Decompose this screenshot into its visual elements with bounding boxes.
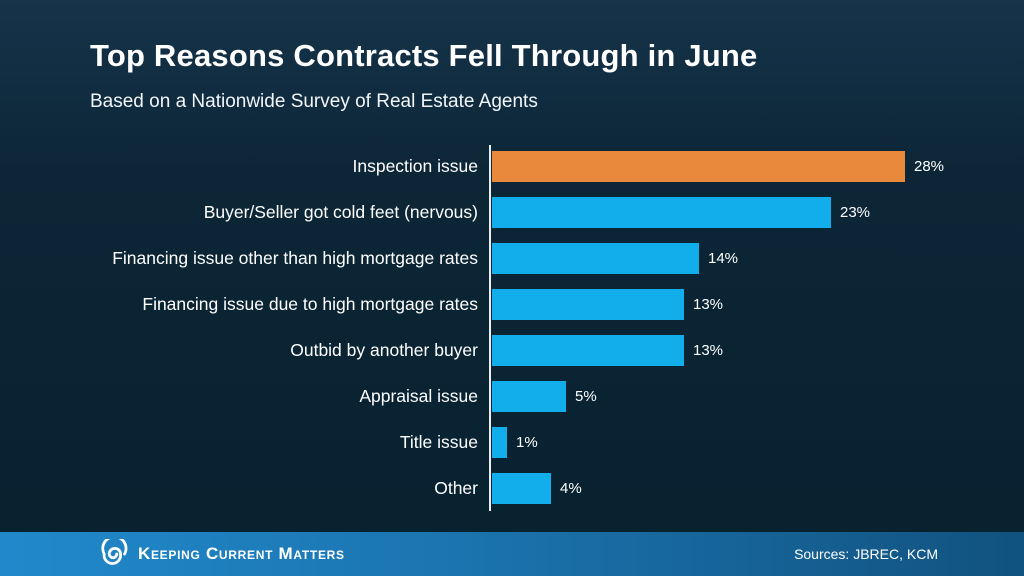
- bar: [492, 427, 507, 458]
- kcm-swirl-icon: [101, 539, 128, 565]
- category-label: Outbid by another buyer: [290, 340, 478, 360]
- chart-row: Financing issue other than high mortgage…: [0, 243, 1024, 274]
- value-label: 5%: [575, 388, 597, 405]
- category-label: Financing issue due to high mortgage rat…: [142, 294, 478, 314]
- category-label: Inspection issue: [352, 156, 479, 176]
- category-label: Other: [434, 478, 478, 498]
- page-title: Top Reasons Contracts Fell Through in Ju…: [90, 38, 758, 73]
- bar: [492, 243, 699, 274]
- category-label: Title issue: [399, 432, 478, 452]
- value-label: 23%: [840, 204, 871, 221]
- category-label: Financing issue other than high mortgage…: [112, 248, 478, 268]
- page-subtitle: Based on a Nationwide Survey of Real Est…: [90, 91, 538, 112]
- brand: Keeping Current Matters: [98, 539, 345, 569]
- value-label: 4%: [560, 480, 582, 497]
- bar: [492, 289, 684, 320]
- value-label: 1%: [516, 434, 538, 451]
- bar: [492, 473, 551, 504]
- bar: [492, 151, 905, 182]
- bar: [492, 197, 831, 228]
- category-label: Buyer/Seller got cold feet (nervous): [203, 202, 478, 222]
- chart-row: Inspection issue 28%: [0, 151, 1024, 182]
- y-axis-line: [489, 145, 491, 511]
- value-label: 14%: [708, 250, 739, 267]
- category-label: Appraisal issue: [359, 386, 478, 406]
- chart-row: Financing issue due to high mortgage rat…: [0, 289, 1024, 320]
- value-label: 28%: [914, 158, 945, 175]
- value-label: 13%: [693, 296, 724, 313]
- sources-text: Sources: JBREC, KCM: [794, 546, 938, 562]
- chart-row: Outbid by another buyer 13%: [0, 335, 1024, 366]
- chart-row: Appraisal issue 5%: [0, 381, 1024, 412]
- brand-name: Keeping Current Matters: [138, 544, 345, 563]
- bar: [492, 335, 684, 366]
- chart-row: Title issue 1%: [0, 427, 1024, 458]
- value-label: 13%: [693, 342, 724, 359]
- footer-bar: Keeping Current Matters Sources: JBREC, …: [0, 532, 1024, 576]
- chart-row: Other 4%: [0, 473, 1024, 504]
- chart-row: Buyer/Seller got cold feet (nervous) 23%: [0, 197, 1024, 228]
- bar: [492, 381, 566, 412]
